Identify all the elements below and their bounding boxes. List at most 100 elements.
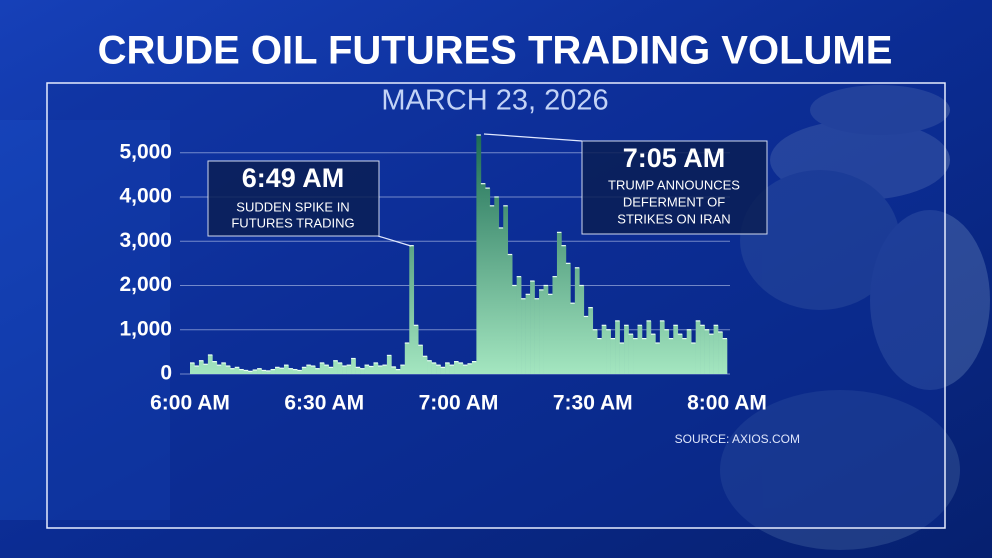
area-bar: [610, 338, 616, 374]
area-bar: [677, 334, 683, 374]
area-bar: [646, 320, 652, 374]
area-bar: [198, 360, 204, 374]
area-bar: [377, 366, 383, 374]
x-tick-label: 7:30 AM: [553, 392, 633, 415]
area-bar: [507, 254, 513, 374]
area-bar: [328, 367, 334, 374]
area-bar: [494, 196, 500, 374]
area-bar: [324, 365, 330, 374]
area-bar: [480, 183, 486, 374]
area-bar: [342, 366, 347, 374]
area-bar: [713, 325, 719, 374]
callout-text: SUDDEN SPIKE IN: [236, 199, 349, 214]
area-bar: [445, 362, 450, 374]
area-bar: [234, 367, 240, 374]
area-bar: [718, 331, 723, 374]
area-bar: [252, 370, 258, 374]
area-bar: [243, 370, 249, 374]
area-bar: [552, 276, 558, 374]
subtitle: MARCH 23, 2026: [381, 85, 608, 117]
area-bar: [409, 245, 415, 374]
area-bar: [275, 367, 280, 374]
area-bar: [489, 205, 495, 374]
leader-line: [483, 133, 583, 142]
area-bar: [221, 362, 227, 374]
area-bar: [270, 369, 276, 374]
area-bar: [570, 303, 576, 374]
barrels: [0, 85, 990, 550]
area-bar: [485, 188, 491, 374]
area-bar: [248, 371, 253, 374]
area-bar: [386, 355, 392, 374]
area-bar: [530, 281, 535, 374]
area-bar: [373, 362, 379, 374]
area-bar: [283, 365, 289, 374]
area-bar: [539, 289, 544, 374]
callout-title: 7:05 AM: [623, 143, 726, 173]
callout-box: [581, 140, 768, 235]
area-bar: [292, 369, 298, 374]
area-bar: [422, 356, 428, 374]
x-tick-label: 6:30 AM: [284, 392, 364, 415]
area-bar: [695, 320, 701, 374]
area-bar: [471, 361, 477, 374]
callout-text: DEFERMENT OF: [623, 194, 725, 209]
area-bar: [310, 366, 316, 374]
area-bar: [454, 361, 459, 374]
area-bar: [548, 294, 553, 374]
area-bar: [458, 362, 464, 374]
area-bar: [279, 368, 285, 374]
area-bar: [543, 285, 549, 374]
area-bar: [498, 227, 504, 374]
area-bar: [207, 354, 213, 374]
x-tick-label: 8:00 AM: [687, 392, 767, 415]
area-bar: [400, 365, 406, 374]
area-bar: [333, 360, 338, 374]
area-bar: [709, 334, 714, 374]
callout-box: [207, 160, 380, 237]
area-bar: [225, 366, 231, 374]
area-bar: [682, 338, 688, 374]
area-bar: [369, 366, 374, 374]
area-bar: [686, 329, 692, 374]
area-bar: [525, 294, 531, 374]
area-bar: [413, 325, 419, 374]
area-bar: [315, 368, 321, 374]
area-bar: [297, 370, 303, 374]
area-bar: [230, 368, 236, 374]
area-bar: [216, 365, 222, 374]
y-tick-label: 0: [160, 362, 172, 385]
area-bar: [641, 338, 647, 374]
area-bar: [615, 320, 620, 374]
area-bar: [633, 338, 638, 374]
area-bar: [650, 334, 656, 374]
area-bar: [360, 368, 365, 374]
callout-title: 6:49 AM: [242, 163, 345, 193]
area-bar: [516, 276, 522, 374]
area-bar: [668, 338, 674, 374]
area-bar: [257, 368, 262, 374]
y-tick-label: 5,000: [119, 140, 172, 163]
leader-line: [377, 235, 412, 247]
area-bar: [606, 329, 611, 374]
area-bar: [436, 365, 441, 374]
area-bar: [700, 325, 705, 374]
y-tick-label: 3,000: [119, 229, 172, 252]
area-bar: [427, 360, 432, 374]
area-bar: [673, 325, 679, 374]
area-bar: [404, 343, 410, 374]
area-bar: [212, 361, 218, 374]
area-bar: [534, 298, 540, 374]
area-bar: [261, 370, 267, 374]
area-bar: [664, 329, 670, 374]
area-bar: [556, 232, 562, 374]
chart-title: CRUDE OIL FUTURES TRADING VOLUME: [98, 29, 893, 73]
area-bar: [655, 343, 661, 374]
area-bar: [467, 363, 473, 374]
area-bar: [346, 365, 352, 374]
callout-text: FUTURES TRADING: [231, 215, 354, 230]
area-bar: [337, 362, 343, 374]
plot: 0 1,000 2,000 3,000 4,000 5,000 6:00 AM 6:30 AM…: [119, 134, 767, 415]
